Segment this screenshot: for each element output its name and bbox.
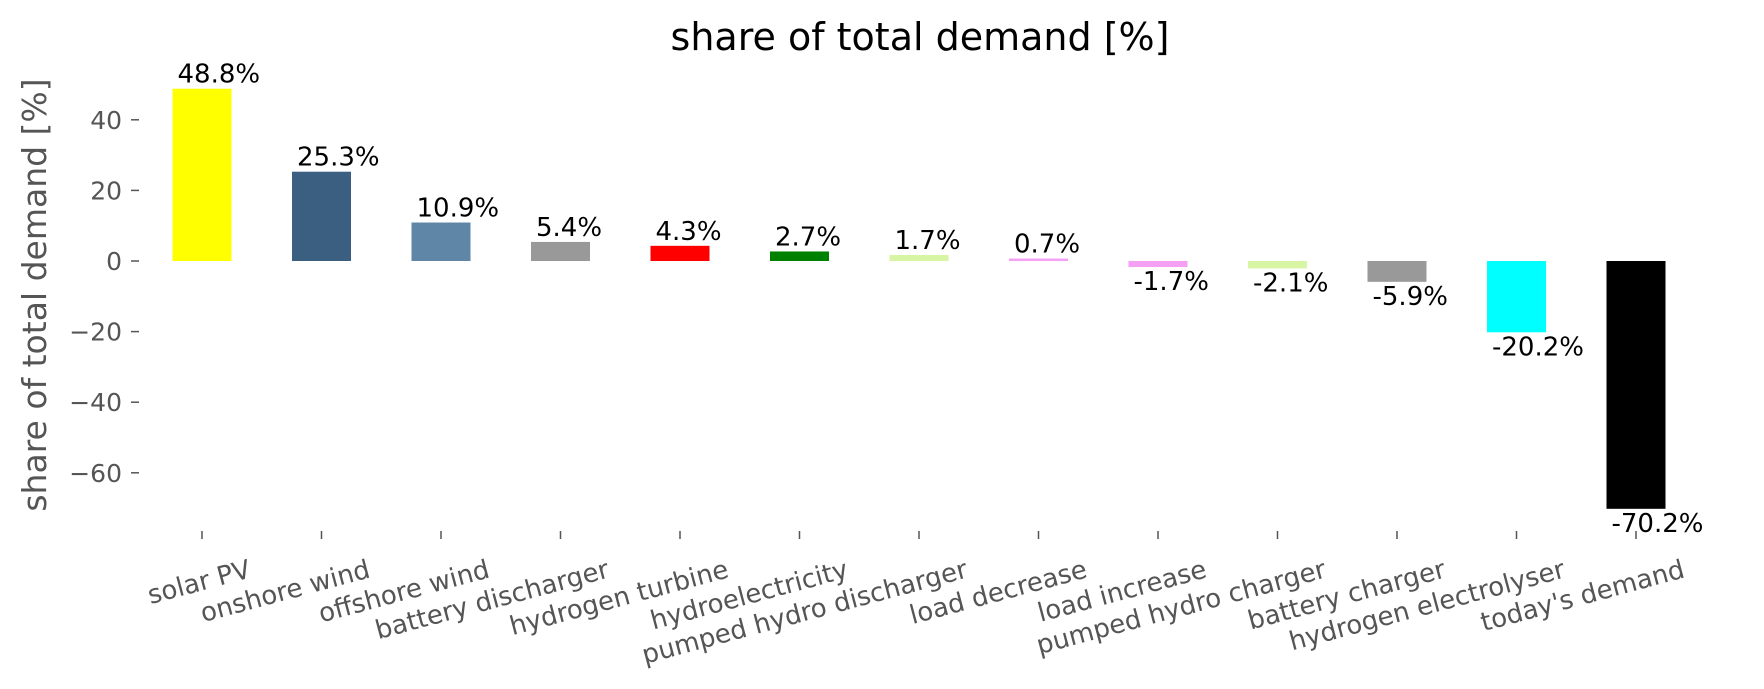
bar <box>531 241 590 261</box>
data-label: 1.7% <box>895 226 961 256</box>
y-tick-label: −40 <box>69 388 122 417</box>
y-tick-label: 0 <box>106 247 122 276</box>
data-label: 48.8% <box>178 60 261 90</box>
y-axis-label: share of total demand [%] <box>15 78 54 511</box>
data-label: 5.4% <box>536 213 602 243</box>
bar <box>1487 261 1546 333</box>
bars <box>172 88 1666 509</box>
bar <box>1606 261 1666 509</box>
data-label: -2.1% <box>1253 268 1328 298</box>
data-label: 25.3% <box>297 143 380 173</box>
bar <box>770 251 829 261</box>
y-tick-label: −60 <box>69 459 122 488</box>
data-label: 4.3% <box>656 217 722 247</box>
bar <box>292 171 351 261</box>
data-label: 2.7% <box>775 222 841 252</box>
data-label: -20.2% <box>1492 332 1584 362</box>
value-labels: 48.8% 25.3% 10.9% 5.4% 4.3% 2.7% 1.7% 0.7% -1.7%… <box>178 60 1704 539</box>
bar <box>650 245 710 261</box>
data-label: -5.9% <box>1373 282 1448 312</box>
data-label: 10.9% <box>417 194 500 224</box>
bar <box>1128 261 1188 268</box>
data-label: -70.2% <box>1612 509 1704 539</box>
bar <box>411 222 471 261</box>
data-label: -1.7% <box>1134 267 1209 297</box>
y-tick-label: 20 <box>90 176 122 205</box>
y-tick-label: 40 <box>90 106 122 135</box>
y-axis: 40 20 0 −20 −40 −60 <box>69 106 139 488</box>
bar <box>1248 261 1307 269</box>
bar <box>1367 261 1427 282</box>
chart-title: share of total demand [%] <box>671 15 1170 59</box>
data-label: 0.7% <box>1014 230 1080 260</box>
bar <box>172 88 232 262</box>
y-tick-label: −20 <box>69 318 122 347</box>
bar <box>889 254 949 261</box>
bar <box>1009 258 1068 261</box>
